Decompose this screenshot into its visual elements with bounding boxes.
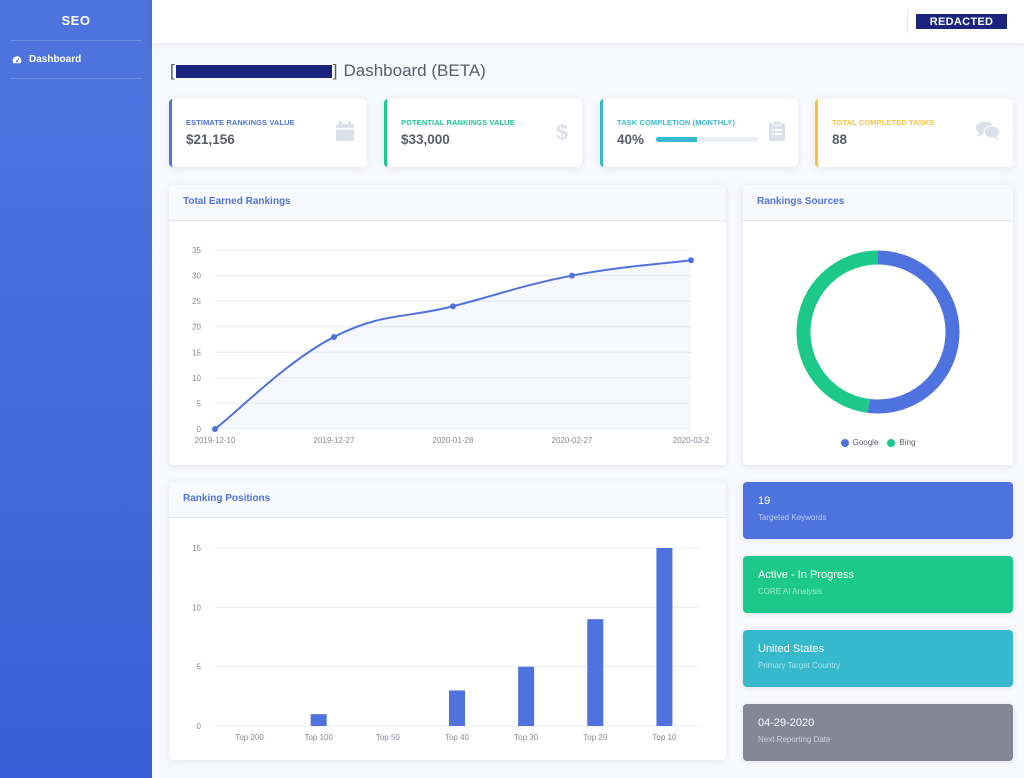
x-tick-label: Top 100 — [304, 733, 333, 742]
x-tick-label: 2020-01-28 — [433, 436, 474, 445]
panel-total-earned-rankings: Total Earned Rankings 0 5 10 15 20 25 30 35 2019… — [169, 185, 726, 465]
legend-dot — [840, 438, 849, 447]
donut-slice-bing — [796, 250, 879, 413]
x-tick-label: 2020-02-27 — [552, 436, 593, 445]
stat-card-potential-value: Potential Rankings Value $33,000 $ — [384, 99, 582, 167]
legend-item-bing[interactable]: Bing — [887, 438, 915, 447]
y-tick-label: 25 — [192, 297, 201, 306]
info-label: CORE AI Analysis — [758, 587, 823, 596]
x-tick-label: Top 20 — [583, 733, 608, 742]
y-tick-label: 0 — [197, 722, 202, 731]
page-title-text: Dashboard (BETA) — [343, 61, 486, 80]
y-tick-label: 15 — [192, 348, 201, 357]
info-card-ai-analysis: Active - In Progress CORE AI Analysis — [743, 556, 1013, 613]
y-tick-label: 5 — [197, 399, 202, 408]
area-fill — [215, 260, 691, 429]
x-tick-label: Top 200 — [235, 733, 264, 742]
tachometer-icon — [12, 55, 22, 63]
stat-card-task-completion: Task Completion (Monthly) 40% — [600, 99, 798, 167]
sidebar-divider — [10, 78, 142, 79]
dollar-icon: $ — [556, 120, 568, 144]
user-name[interactable]: REDACTED — [916, 14, 1007, 29]
panel-title: Ranking Positions — [169, 482, 726, 518]
panel-title: Rankings Sources — [743, 185, 1013, 221]
data-point — [688, 257, 694, 264]
y-tick-label: 10 — [192, 603, 201, 612]
calendar-icon — [336, 121, 354, 141]
y-tick-label: 5 — [197, 663, 202, 672]
stat-card-estimate-value: Estimate Rankings Value $21,156 — [169, 99, 367, 167]
info-value: Active - In Progress — [758, 569, 854, 581]
bar-top-10 — [656, 548, 673, 726]
sidebar-divider — [10, 40, 142, 41]
x-tick-label: 2019-12-27 — [314, 436, 355, 445]
stat-value: $33,000 — [401, 132, 450, 147]
comments-icon — [976, 121, 1001, 140]
bar-top-20 — [587, 619, 604, 726]
title-bracket-close: ] — [332, 61, 338, 80]
panel-rankings-sources: Rankings Sources Google Bing — [743, 185, 1013, 465]
bar-top-40 — [449, 690, 465, 726]
data-point — [331, 333, 337, 340]
stat-value: 40% — [617, 132, 645, 147]
legend-label: Bing — [899, 438, 916, 447]
stat-card-completed-tasks: Total Completed Tasks 88 — [815, 99, 1013, 167]
data-point — [450, 303, 456, 310]
legend-item-google[interactable]: Google — [840, 438, 879, 447]
brand[interactable]: SEO — [61, 12, 91, 28]
stat-label: Task Completion (Monthly) — [617, 118, 735, 127]
info-card-target-country: United States Primary Target Country — [743, 630, 1013, 687]
x-tick-label: 2019-12-10 — [195, 436, 236, 445]
info-value: 19 — [758, 495, 771, 507]
stat-value: $21,156 — [186, 132, 235, 147]
stat-label: Total Completed Tasks — [832, 118, 935, 127]
clipboard-list-icon — [769, 120, 785, 141]
info-value: 04-29-2020 — [758, 717, 815, 729]
info-value: United States — [758, 643, 825, 655]
x-tick-label: Top 40 — [445, 733, 470, 742]
y-tick-label: 0 — [197, 425, 202, 434]
y-tick-label: 30 — [192, 272, 201, 281]
y-tick-label: 15 — [192, 544, 201, 553]
donut-chart — [796, 250, 960, 414]
line-chart: 0 5 10 15 20 25 30 35 2019-12-10 2019-12-27 2020-0… — [192, 246, 710, 445]
sidebar-item-dashboard[interactable]: Dashboard — [0, 41, 152, 78]
info-card-targeted-keywords: 19 Targeted Keywords — [743, 482, 1013, 539]
task-progress-bar — [656, 137, 759, 142]
y-tick-label: 20 — [192, 323, 201, 332]
legend-dot — [887, 438, 896, 447]
sidebar: SEO Dashboard — [0, 0, 152, 778]
x-tick-label: Top 30 — [514, 733, 539, 742]
bar-top-30 — [518, 666, 535, 726]
x-tick-label: 2020-03-2 — [673, 436, 710, 445]
x-tick-label: Top 50 — [376, 733, 401, 742]
page-title: [ ] Dashboard (BETA) — [170, 60, 486, 82]
title-bracket-open: [ — [170, 61, 175, 80]
legend-label: Google — [852, 438, 879, 447]
y-tick-label: 10 — [192, 374, 201, 383]
stat-label: Potential Rankings Value — [401, 118, 515, 127]
data-point — [569, 272, 575, 279]
bar-chart: 0 5 10 15 Top 200 Top 100 Top 50 Top 40 Top 30 To… — [192, 544, 699, 742]
panel-ranking-positions: Ranking Positions 0 5 10 15 Top 200 Top 100 To… — [169, 482, 726, 760]
data-point — [212, 426, 218, 432]
svg-text:$: $ — [556, 120, 568, 144]
stat-label: Estimate Rankings Value — [186, 118, 295, 127]
topbar-divider — [907, 9, 908, 33]
redacted-block — [175, 64, 332, 78]
donut-slice-google — [867, 250, 960, 414]
panel-title: Total Earned Rankings — [169, 185, 726, 221]
x-tick-label: Top 10 — [652, 733, 677, 742]
topbar: REDACTED — [152, 0, 1024, 43]
sidebar-item-label: Dashboard — [29, 54, 82, 65]
info-label: Primary Target Country — [758, 661, 841, 670]
donut-legend: Google Bing — [743, 438, 1013, 447]
y-tick-label: 35 — [192, 246, 201, 255]
info-label: Targeted Keywords — [758, 513, 827, 522]
info-label: Next Reporting Date — [758, 735, 831, 744]
info-card-reporting-date: 04-29-2020 Next Reporting Date — [743, 704, 1013, 761]
stat-value: 88 — [832, 132, 848, 147]
bar-top-100 — [310, 714, 327, 726]
